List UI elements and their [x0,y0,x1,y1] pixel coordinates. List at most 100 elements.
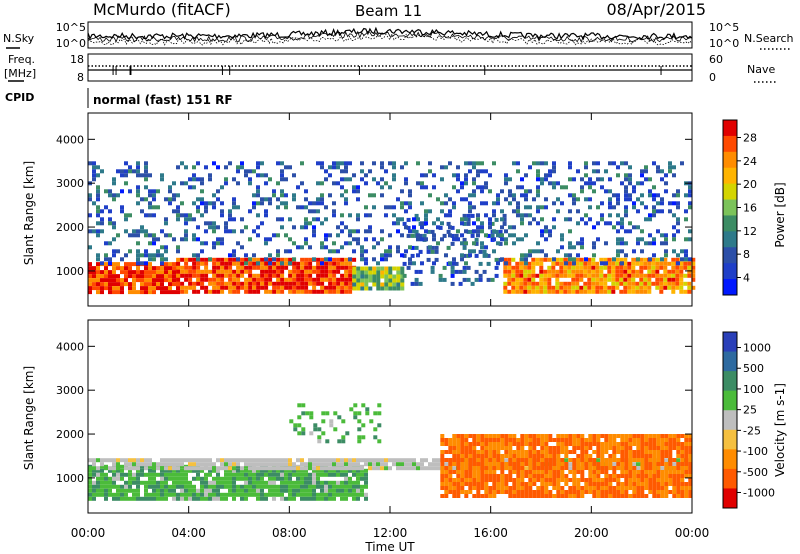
heatmap-cell [348,229,352,234]
colorbar-segment [723,151,737,169]
heatmap-cell [348,462,352,467]
heatmap-cell [216,472,220,477]
heatmap-cell [624,478,629,482]
heatmap-cell [264,265,269,270]
heatmap-cell [676,261,680,266]
heatmap-cell [96,209,100,214]
heatmap-cell [636,474,641,478]
heatmap-cell [536,458,541,462]
heatmap-cell [624,434,629,438]
heatmap-cell [304,241,308,246]
heatmap-cell [152,468,156,473]
heatmap-cell [532,466,537,470]
heatmap-cell [212,261,217,266]
heatmap-cell [450,241,455,246]
heatmap-cell [624,490,629,494]
heatmap-cell [392,177,396,182]
heatmap-cell [592,486,597,490]
heatmap-cell [472,193,476,198]
heatmap-cell [640,470,645,474]
y-tick-label: 1000 [56,265,84,278]
heatmap-cell [492,494,497,498]
heatmap-cell [544,446,549,450]
heatmap-cell [312,466,316,471]
heatmap-cell [356,274,361,279]
heatmap-cell [452,466,456,471]
heatmap-cell [224,492,228,497]
heatmap-cell [679,285,684,290]
heatmap-cell [452,201,456,206]
heatmap-cell [579,257,584,262]
heatmap-cell [660,442,665,446]
heatmap-cell [456,454,461,458]
heatmap-cell [571,265,576,270]
heatmap-cell [160,462,164,467]
heatmap-cell [304,496,308,501]
heatmap-cell [556,478,561,482]
heatmap-cell [652,241,656,246]
heatmap-cell [512,434,517,438]
heatmap-cell [244,257,249,262]
heatmap-cell [344,225,348,230]
heatmap-cell [580,245,584,250]
heatmap-cell [396,266,401,271]
heatmap-cell [276,285,281,290]
heatmap-cell [524,261,528,266]
heatmap-cell [583,269,588,274]
heatmap-cell [344,472,348,477]
heatmap-cell [643,273,648,278]
heatmap-cell [656,458,661,462]
heatmap-cell [392,221,396,226]
heatmap-cell [332,488,336,493]
heatmap-cell [684,454,689,458]
heatmap-cell [280,289,285,294]
heatmap-cell [544,454,549,458]
heatmap-cell [472,229,476,234]
heatmap-cell [480,169,484,174]
heatmap-cell [620,438,625,442]
heatmap-cell [624,454,629,458]
heatmap-cell [592,442,597,446]
heatmap-cell [352,484,356,489]
heatmap-cell [540,205,544,210]
heatmap-cell [579,265,584,270]
heatmap-cell [376,266,381,271]
heatmap-cell [671,273,676,278]
heatmap-cell [136,290,140,295]
heatmap-cell [352,173,356,178]
heatmap-cell [184,458,188,463]
heatmap-cell [520,458,525,462]
heatmap-cell [504,181,508,186]
heatmap-cell [248,237,252,242]
heatmap-cell [683,265,688,270]
heatmap-cell [388,274,393,279]
heatmap-cell [260,273,265,278]
heatmap-cell [640,446,645,450]
heatmap-cell [691,257,696,262]
heatmap-cell [344,197,348,202]
heatmap-cell [612,257,616,262]
heatmap-cell [396,217,400,222]
heatmap-cell [380,177,384,182]
heatmap-cell [596,486,601,490]
heatmap-cell [492,474,497,478]
heatmap-cell [184,269,189,274]
heatmap-cell [520,177,524,182]
heatmap-cell [348,289,353,294]
heatmap-cell [476,169,480,174]
heatmap-cell [344,466,348,471]
heatmap-cell [596,446,601,450]
heatmap-cell [236,273,241,278]
heatmap-cell [512,209,516,214]
date-title: 08/Apr/2015 [606,0,706,19]
heatmap-cell [132,476,136,481]
heatmap-cell [360,468,364,473]
heatmap-cell [324,237,328,242]
heatmap-cell [232,476,236,481]
heatmap-cell [108,484,112,489]
heatmap-cell [636,478,641,482]
heatmap-cell [572,450,577,454]
heatmap-cell [228,265,233,270]
heatmap-cell [620,225,624,230]
heatmap-cell [244,480,248,485]
